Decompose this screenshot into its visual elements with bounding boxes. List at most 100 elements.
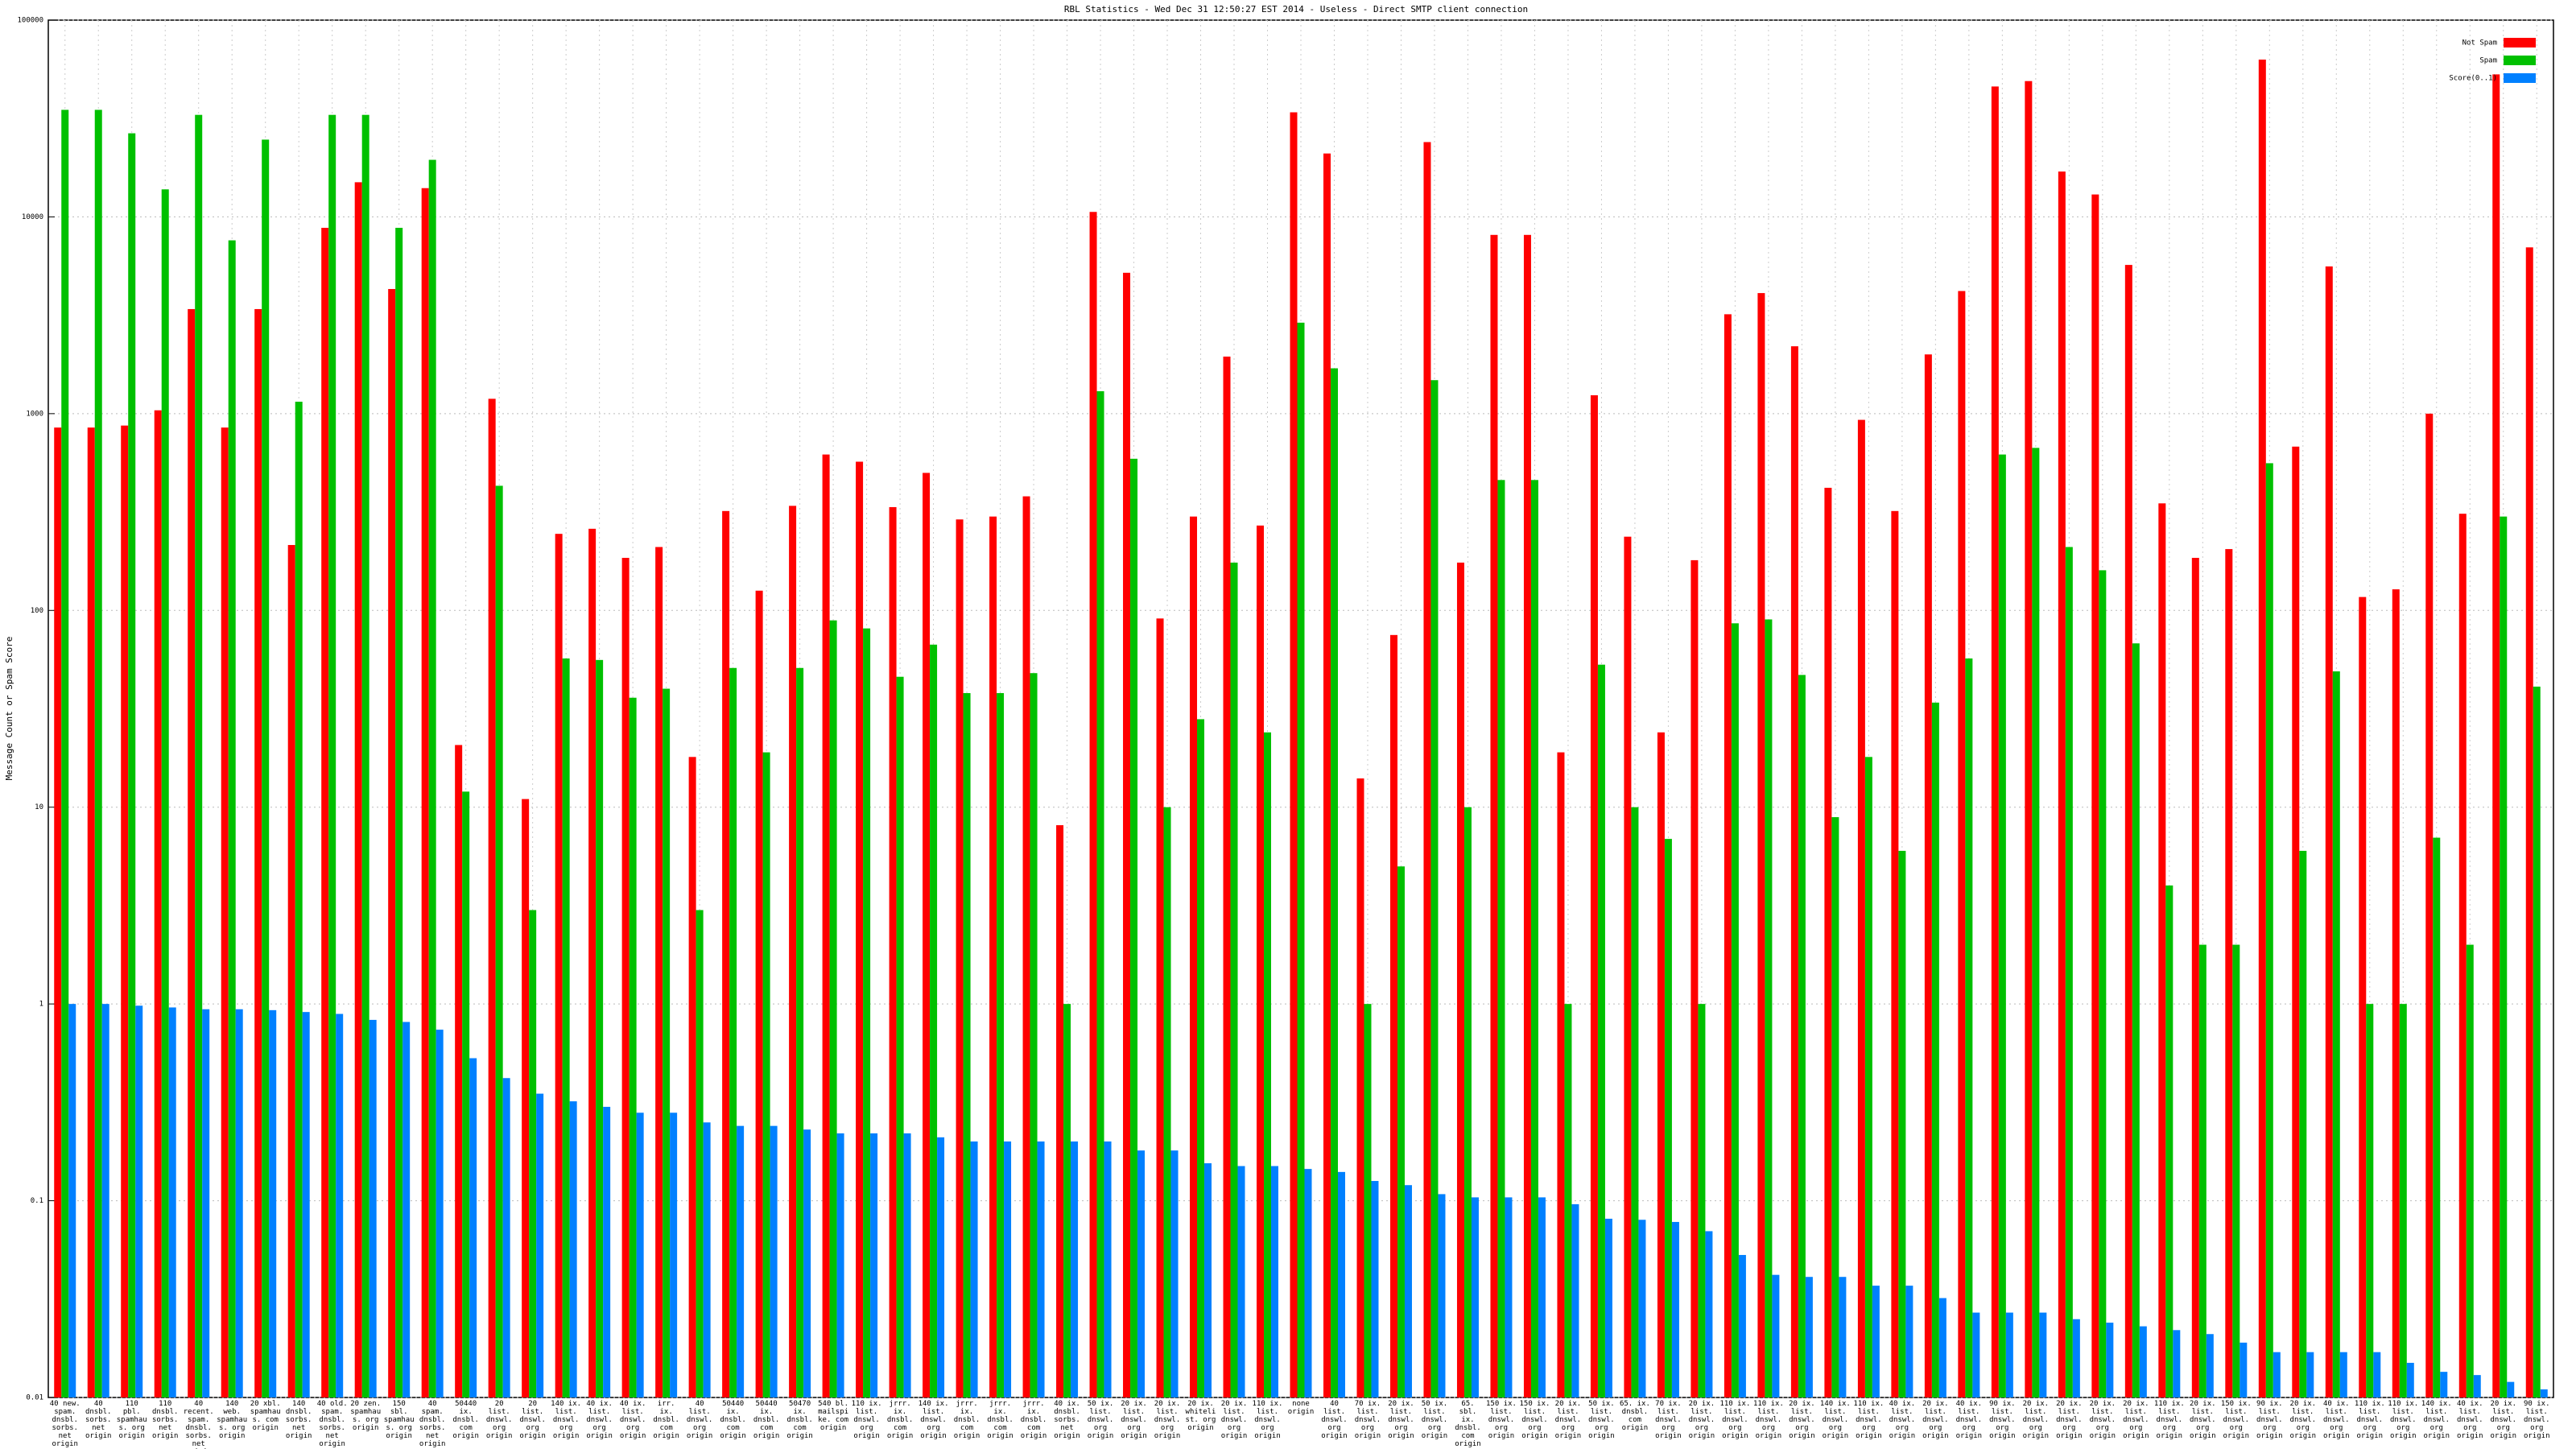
- x-tick-label: jrrr. ix. dnsbl. com origin: [1020, 1400, 1047, 1440]
- bar: [1156, 618, 1164, 1397]
- bar: [1557, 752, 1565, 1397]
- bar: [1958, 291, 1966, 1397]
- bar: [2005, 1312, 2013, 1397]
- bar: [1824, 487, 1832, 1397]
- bar: [937, 1137, 945, 1397]
- bar: [336, 1013, 344, 1397]
- bar: [1772, 1274, 1780, 1397]
- bar: [235, 1009, 243, 1397]
- bar: [354, 182, 362, 1397]
- bar: [2025, 80, 2033, 1397]
- x-tick-label: 110 ix. list. dnswl. org origin: [1752, 1400, 1784, 1440]
- bar: [1731, 623, 1739, 1397]
- bar: [856, 461, 864, 1397]
- bar: [1237, 1166, 1245, 1397]
- bar: [195, 114, 203, 1397]
- bar: [262, 139, 270, 1397]
- x-tick-label: 70 ix. list. dnswl. org origin: [1354, 1400, 1381, 1440]
- bar: [703, 1122, 711, 1397]
- bar: [722, 510, 730, 1397]
- bar: [655, 547, 663, 1397]
- bar: [254, 308, 262, 1398]
- bar: [1137, 1150, 1146, 1397]
- x-tick-label: 140 ix. list. dnswl. org origin: [551, 1400, 582, 1440]
- bar: [1590, 395, 1598, 1397]
- bar: [1463, 807, 1472, 1397]
- x-tick-label: 20 ix. list. dnswl. org origin: [1154, 1400, 1181, 1440]
- x-tick-label: 65. sbl. ix. dnsbl. com origin: [1455, 1400, 1481, 1448]
- bar: [1564, 1004, 1572, 1397]
- bar: [1089, 212, 1097, 1397]
- bar: [121, 425, 129, 1397]
- bar: [1223, 356, 1231, 1398]
- x-tick-label: 110 ix. list. dnswl. org origin: [1853, 1400, 1885, 1440]
- bar: [221, 427, 229, 1398]
- bar: [2258, 60, 2266, 1398]
- bar: [1063, 1004, 1071, 1397]
- x-tick-label: 140 dnsbl. sorbs. net origin: [285, 1400, 312, 1440]
- bar: [1423, 142, 1431, 1397]
- bar: [621, 557, 630, 1397]
- bar: [1197, 719, 1205, 1397]
- bar: [369, 1019, 377, 1397]
- bar: [729, 667, 737, 1397]
- bar: [2392, 589, 2400, 1397]
- x-tick-label: 20 ix. list. dnswl. org origin: [1688, 1400, 1715, 1440]
- bar: [436, 1030, 444, 1397]
- bar: [1757, 293, 1765, 1398]
- bar: [1163, 807, 1171, 1397]
- bar: [2106, 1323, 2114, 1397]
- bar: [2165, 885, 2174, 1397]
- bar: [836, 1133, 844, 1397]
- legend-label: Score(0..1): [2449, 75, 2497, 83]
- bar: [903, 1133, 911, 1397]
- bar: [1597, 664, 1605, 1397]
- bar: [863, 628, 871, 1397]
- bar: [1790, 346, 1798, 1397]
- bar: [2099, 570, 2107, 1397]
- x-tick-label: 140 ix. list. dnswl. org origin: [2421, 1400, 2452, 1440]
- bar: [1456, 562, 1464, 1397]
- x-tick-label: 50 ix. list. dnswl. org origin: [1588, 1400, 1615, 1440]
- bar: [2124, 265, 2132, 1397]
- x-tick-label: 65. ix. dnsbl. com origin: [1619, 1400, 1650, 1432]
- bar: [629, 697, 637, 1397]
- bar: [2406, 1362, 2414, 1397]
- bar: [1257, 525, 1265, 1397]
- x-tick-label: 110 ix. list. dnswl. org origin: [2354, 1400, 2385, 1440]
- y-tick-label: 10: [35, 803, 43, 811]
- x-tick-label: 50440 ix. dnsbl. com origin: [753, 1400, 780, 1440]
- bar: [2466, 944, 2474, 1397]
- bar: [2265, 463, 2273, 1397]
- x-tick-label: 20 list. dnswl. org origin: [519, 1400, 546, 1440]
- bar: [1571, 1203, 1579, 1397]
- bar: [1264, 732, 1272, 1397]
- x-tick-label: 140 web. spamhaus. org origin: [217, 1400, 248, 1440]
- x-tick-label: 40 spam. dnsbl. sorbs. net origin: [419, 1400, 446, 1448]
- bar: [2158, 503, 2166, 1397]
- bar: [1671, 1221, 1679, 1397]
- x-tick-label: 20 ix. list. dnswl. org origin: [1789, 1400, 1815, 1440]
- bar: [1297, 322, 1305, 1397]
- bar: [1230, 562, 1238, 1397]
- x-tick-label: 20 ix. list. dnswl. org origin: [2089, 1400, 2116, 1440]
- bar: [1738, 1254, 1746, 1397]
- bar: [1705, 1231, 1713, 1397]
- x-tick-label: 110 ix. list. dnswl. org origin: [2153, 1400, 2185, 1440]
- x-tick-label: 50 ix. list. dnswl. org origin: [1421, 1400, 1448, 1440]
- bar: [796, 667, 804, 1397]
- bar: [2139, 1326, 2147, 1397]
- x-tick-label: 50440 ix. dnsbl. com origin: [720, 1400, 746, 1440]
- bar: [462, 791, 470, 1397]
- bar: [755, 590, 763, 1397]
- x-tick-label: 20 xbl. spamhaus. com origin: [250, 1400, 281, 1432]
- bar: [1765, 619, 1773, 1397]
- x-tick-label: 40 ix. list. dnswl. org origin: [1955, 1400, 1983, 1440]
- x-tick-label: 20 ix. list. dnswl. org origin: [1388, 1400, 1414, 1440]
- bar: [328, 114, 336, 1397]
- bar: [1991, 86, 1999, 1397]
- x-tick-label: 40 ix. list. dnswl. org origin: [1889, 1400, 1916, 1440]
- bar: [2065, 547, 2073, 1397]
- bar: [2458, 514, 2467, 1397]
- bar: [1938, 1298, 1946, 1397]
